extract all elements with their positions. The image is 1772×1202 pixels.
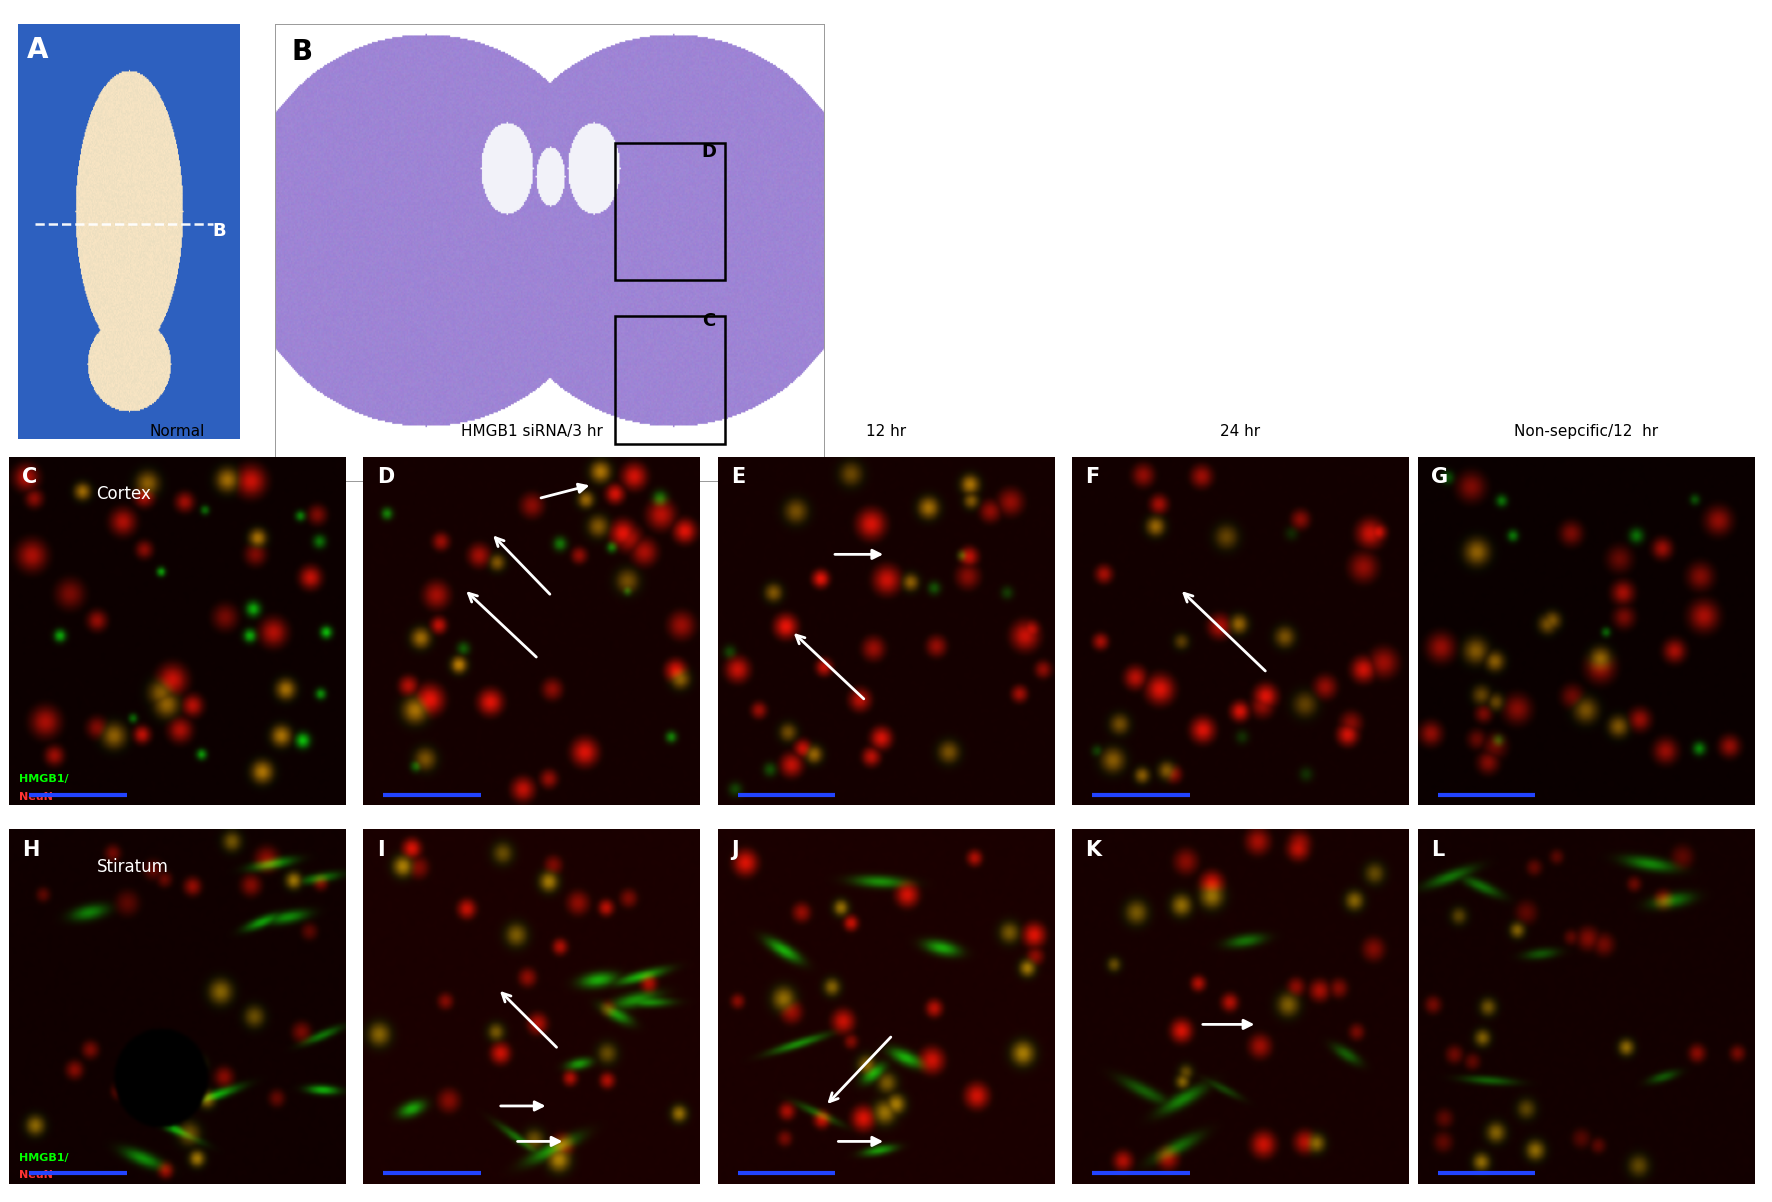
Text: F: F [1086, 468, 1100, 487]
Text: B: B [291, 37, 312, 66]
Text: Cortex: Cortex [96, 484, 151, 502]
Text: L: L [1432, 840, 1444, 859]
Text: C: C [702, 311, 716, 329]
Text: J: J [732, 840, 739, 859]
Text: C: C [23, 468, 37, 487]
Text: I: I [377, 840, 385, 859]
Bar [615, 316, 725, 445]
Text: HMGB1 siRNA/3 hr: HMGB1 siRNA/3 hr [461, 424, 602, 439]
Text: Non-sepcific/12  hr: Non-sepcific/12 hr [1513, 424, 1659, 439]
Text: K: K [1086, 840, 1102, 859]
Text: B: B [213, 222, 227, 240]
Text: HMGB1/: HMGB1/ [19, 1153, 69, 1162]
Text: D: D [702, 143, 716, 161]
Bar [615, 143, 725, 280]
Text: NeuN: NeuN [19, 792, 53, 802]
Text: G: G [1432, 468, 1448, 487]
Text: A: A [27, 36, 48, 65]
Text: 12 hr: 12 hr [867, 424, 905, 439]
Text: E: E [732, 468, 746, 487]
Text: D: D [377, 468, 393, 487]
Text: NeuN: NeuN [19, 1171, 53, 1180]
Text: 24 hr: 24 hr [1221, 424, 1260, 439]
Text: Stiratum: Stiratum [96, 858, 168, 876]
Text: H: H [23, 840, 39, 859]
Text: Normal: Normal [149, 424, 206, 439]
Text: HMGB1/: HMGB1/ [19, 774, 69, 785]
